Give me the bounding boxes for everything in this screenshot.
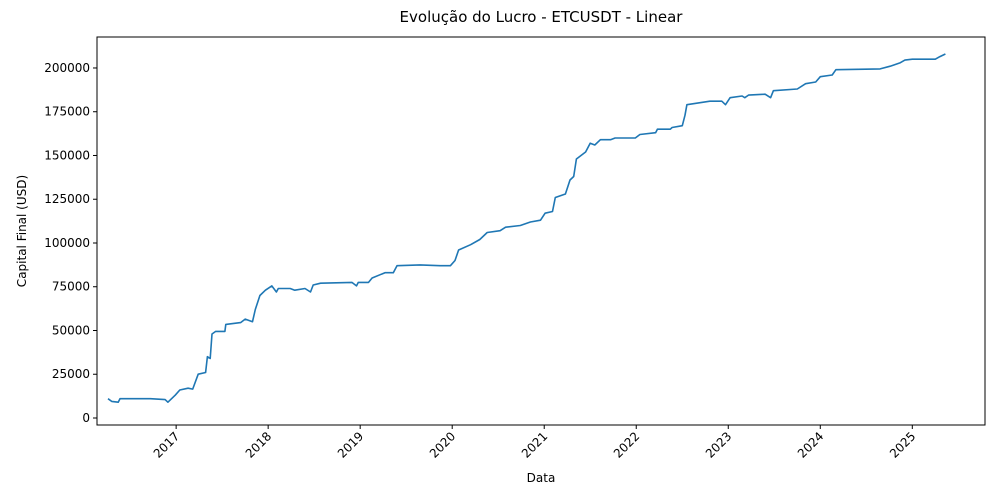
y-tick-label: 150000 [44,148,90,162]
y-tick-label: 175000 [44,105,90,119]
x-tick-label: 2017 [151,429,182,460]
y-tick-label: 25000 [52,367,90,381]
y-tick-label: 75000 [52,280,90,294]
x-tick-label: 2018 [243,429,274,460]
x-tick-label: 2019 [335,429,366,460]
x-tick-label: 2020 [427,429,458,460]
y-axis-label: Capital Final (USD) [15,175,29,287]
y-tick-label: 125000 [44,192,90,206]
x-tick-label: 2023 [703,429,734,460]
x-tick-label: 2022 [611,429,642,460]
y-tick-label: 0 [82,411,90,425]
plot-frame [96,36,986,426]
x-tick-label: 2021 [519,429,550,460]
y-tick-label: 200000 [44,61,90,75]
y-tick-label: 100000 [44,236,90,250]
y-tick-label: 50000 [52,323,90,337]
data-line [107,53,946,403]
chart-title: Evolução do Lucro - ETCUSDT - Linear [400,8,684,26]
x-tick-label: 2025 [887,429,918,460]
x-axis-label: Data [527,471,556,485]
x-tick-label: 2024 [795,429,826,460]
